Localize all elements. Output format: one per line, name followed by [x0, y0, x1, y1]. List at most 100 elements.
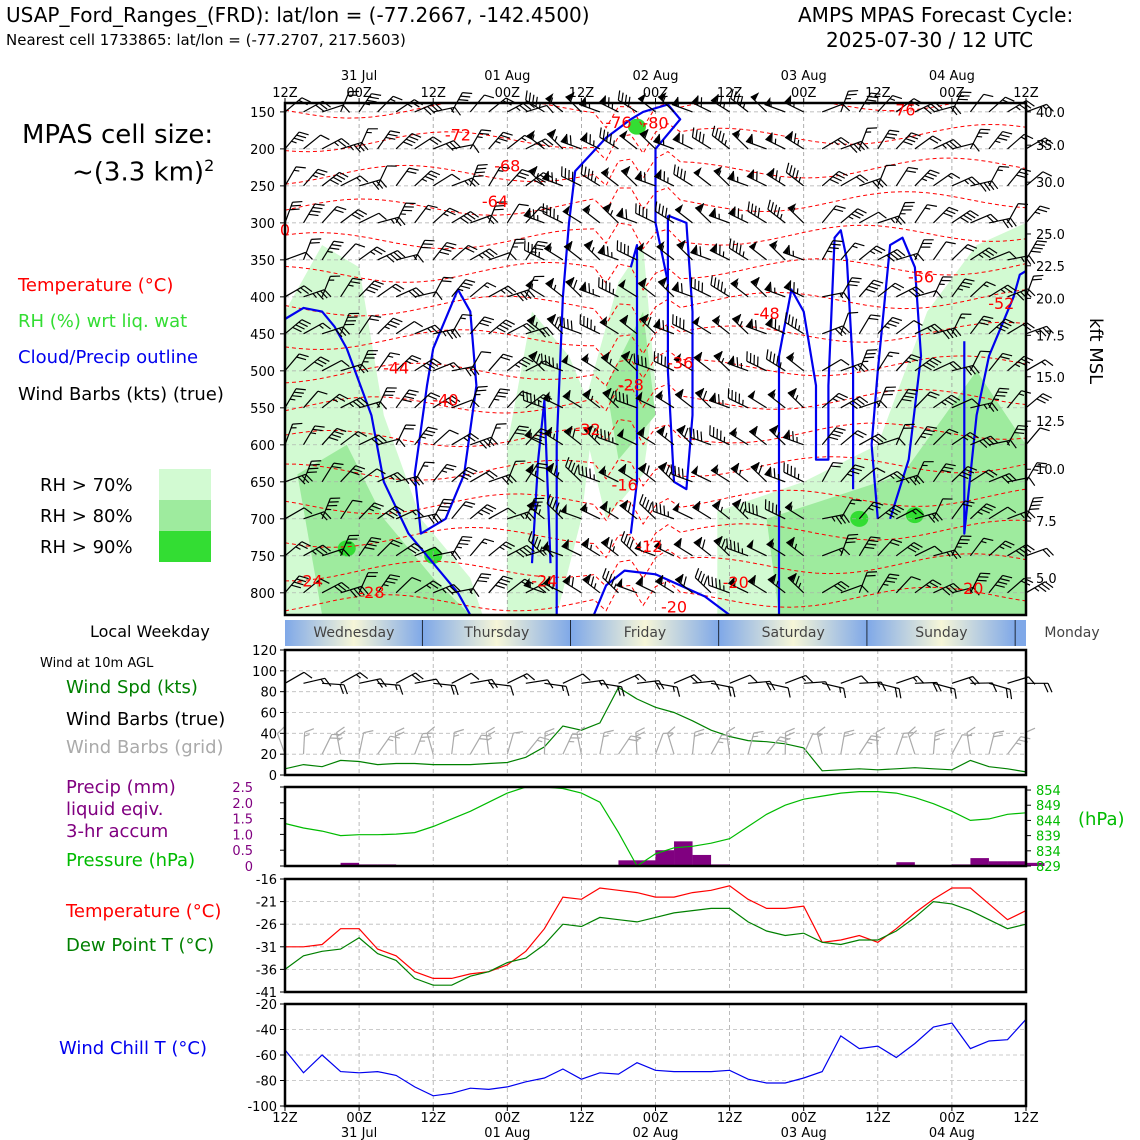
wind-barb — [767, 573, 786, 594]
surface-wind-barb-grid — [784, 727, 795, 755]
wind-barb — [582, 204, 601, 224]
wind-barb — [840, 277, 862, 298]
wind-barb — [694, 387, 712, 409]
wind-barb — [840, 208, 867, 224]
wind-barb — [877, 386, 896, 409]
wind-barb — [765, 132, 786, 150]
temperature-label-text: -64 — [482, 192, 508, 211]
wind-barb — [470, 214, 499, 225]
wind-barb — [914, 239, 934, 261]
wind-barb — [618, 464, 638, 483]
wind-barb — [744, 501, 767, 520]
precip-pressure-frame — [283, 785, 1028, 868]
wind-barb — [488, 319, 515, 335]
wind-barb — [619, 130, 638, 150]
temperature-label-text: -76 — [889, 100, 915, 119]
wind-barb — [284, 422, 303, 446]
wind-barb — [565, 276, 582, 298]
wind-barb — [598, 465, 619, 483]
wind-barb — [711, 125, 730, 150]
rh-swatch-80 — [159, 500, 211, 531]
top-tick-label: 12Z — [865, 86, 891, 101]
wind-barb — [653, 169, 675, 187]
surface-wind-barb-true — [284, 671, 313, 684]
wind-barb — [321, 275, 341, 298]
wind-barb — [616, 428, 638, 446]
wind-barb — [858, 536, 881, 557]
bottom-tick-label: 12Z — [272, 1111, 298, 1126]
wind-barb — [821, 240, 843, 261]
surface-wind-barb-true — [692, 680, 720, 690]
wind-barb — [951, 313, 972, 335]
wind-barb — [730, 278, 749, 298]
wind-barb — [470, 436, 499, 449]
temperature-contour — [284, 222, 1027, 250]
wind-barb-grid-label: Wind Barbs (grid) — [66, 737, 224, 758]
wind-barb — [525, 279, 545, 298]
wind-barb — [469, 163, 488, 187]
surface-wind-barb-true — [840, 675, 869, 684]
wind-barb — [933, 394, 961, 409]
wind-barb — [542, 540, 564, 557]
wind-barb — [582, 388, 601, 409]
wind-barb — [767, 389, 786, 409]
wind-barb — [321, 497, 341, 520]
wind-barb — [731, 498, 749, 520]
wind-barb — [321, 104, 351, 113]
wind-barb — [639, 313, 656, 335]
wind-barb — [951, 142, 980, 152]
wind-barb — [469, 94, 495, 113]
wind-barb — [657, 276, 675, 298]
wind-barb — [970, 180, 999, 192]
wind-barb — [488, 388, 510, 409]
wind-barb — [340, 277, 363, 298]
wind-barb — [951, 500, 975, 520]
wind-barb — [877, 249, 906, 262]
wind-barb — [728, 238, 749, 261]
pressure-tick-label: 839 — [1036, 830, 1061, 845]
pressure-tick-label: 500 — [250, 365, 275, 380]
wind-barb — [858, 127, 878, 150]
wind-barb — [821, 461, 843, 483]
wind-barb — [653, 539, 675, 557]
wind-barb — [840, 174, 869, 187]
panel-y-tick-label: 40 — [260, 727, 277, 742]
wind-barb — [414, 461, 435, 483]
wind-barb — [914, 391, 940, 409]
wind-barb — [1025, 547, 1054, 558]
temperature-contour — [284, 548, 1027, 588]
wind-barb — [692, 501, 712, 520]
wind-barb — [710, 275, 730, 298]
wind-barb — [525, 240, 548, 261]
surface-wind-barb-true — [451, 672, 480, 684]
wind-barb — [746, 351, 767, 372]
wind-barb — [414, 426, 438, 446]
wind-barb — [639, 129, 656, 150]
wind-barb — [1025, 359, 1054, 372]
wind-barb — [451, 313, 473, 335]
wind-barb — [451, 244, 478, 261]
wind-barb — [914, 169, 940, 187]
wind-barb — [582, 573, 601, 594]
wind-barb — [562, 390, 582, 409]
wind-barb — [746, 169, 767, 187]
wind-barb — [545, 462, 564, 483]
wind-barb — [895, 542, 923, 557]
wind-barb — [840, 362, 869, 373]
temperature-contour — [284, 488, 1027, 525]
temperature-contour — [284, 456, 1027, 487]
surface-wind-barb-true — [377, 682, 404, 695]
wind-barb — [932, 463, 956, 483]
top-tick-label: 00Z — [643, 86, 669, 101]
wind-barb — [432, 241, 457, 261]
wind-barb — [821, 205, 846, 224]
surface-wind-barb-true — [395, 672, 424, 684]
wind-barb — [670, 464, 693, 483]
wind-barb — [653, 318, 675, 335]
wind-barb — [395, 509, 424, 520]
wind-barb — [488, 252, 517, 261]
wind-barb — [637, 462, 656, 483]
wind-barb — [768, 240, 786, 261]
wind-barb — [635, 576, 656, 594]
